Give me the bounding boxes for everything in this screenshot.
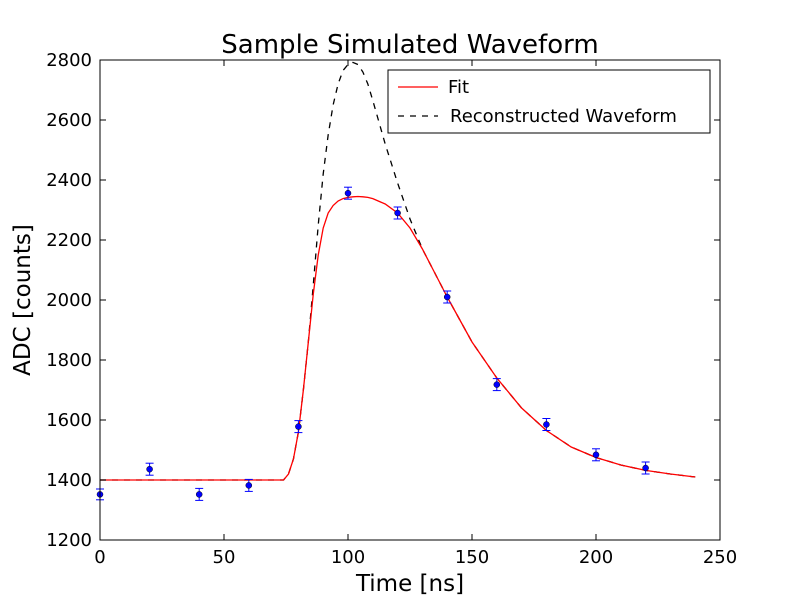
- data-marker: [195, 491, 203, 498]
- x-tick-label: 200: [579, 547, 613, 568]
- y-tick-label: 1200: [46, 530, 92, 551]
- x-axis-label: Time [ns]: [355, 571, 464, 597]
- data-point: [393, 206, 402, 220]
- data-marker: [295, 423, 302, 430]
- y-tick-label: 2800: [46, 50, 92, 71]
- plot-area: 0 50 100 150 200 250 1200 1400 1600 1800 2000 2200 2…: [46, 50, 737, 568]
- data-point: [195, 487, 204, 501]
- data-marker: [394, 209, 401, 217]
- x-tick-label: 150: [455, 547, 489, 568]
- y-tick-label: 1400: [46, 470, 92, 491]
- y-tick-label: 2200: [46, 230, 92, 251]
- data-marker: [543, 421, 550, 428]
- chart-title: Sample Simulated Waveform: [221, 30, 598, 60]
- y-tick-label: 1800: [46, 350, 92, 371]
- data-marker: [146, 465, 153, 473]
- data-marker: [344, 189, 352, 197]
- data-point: [492, 378, 501, 392]
- data-marker: [493, 381, 501, 388]
- x-tick-label: 0: [94, 547, 105, 568]
- x-tick-label: 250: [703, 547, 737, 568]
- data-point: [641, 461, 650, 475]
- data-marker: [642, 464, 649, 472]
- y-tick-label: 1600: [46, 410, 92, 431]
- y-tick-label: 2400: [46, 170, 92, 191]
- data-points-layer: [96, 186, 650, 501]
- data-point: [443, 290, 452, 304]
- y-tick-label: 2000: [46, 290, 92, 311]
- x-tick-label: 50: [213, 547, 236, 568]
- legend-box: [387, 69, 711, 134]
- fit-line: [100, 195, 696, 481]
- data-point: [344, 186, 352, 200]
- y-tick-label: 2600: [46, 110, 92, 131]
- legend-fit-label: Fit: [448, 77, 469, 98]
- data-marker: [592, 451, 600, 459]
- data-point: [542, 418, 551, 431]
- data-point: [145, 462, 154, 476]
- legend: Fit Reconstructed Waveform: [387, 69, 711, 134]
- y-axis-label: ADC [counts]: [10, 224, 36, 376]
- data-point: [244, 478, 253, 492]
- plot-frame: [99, 59, 721, 541]
- data-point: [592, 448, 600, 462]
- data-point: [294, 420, 303, 434]
- axis-ticks: 0 50 100 150 200 250 1200 1400 1600 1800 2000 2200 2…: [46, 50, 737, 568]
- legend-reconstructed-label: Reconstructed Waveform: [450, 106, 677, 127]
- data-marker: [443, 293, 451, 301]
- data-marker: [245, 482, 253, 489]
- x-tick-label: 100: [331, 547, 365, 568]
